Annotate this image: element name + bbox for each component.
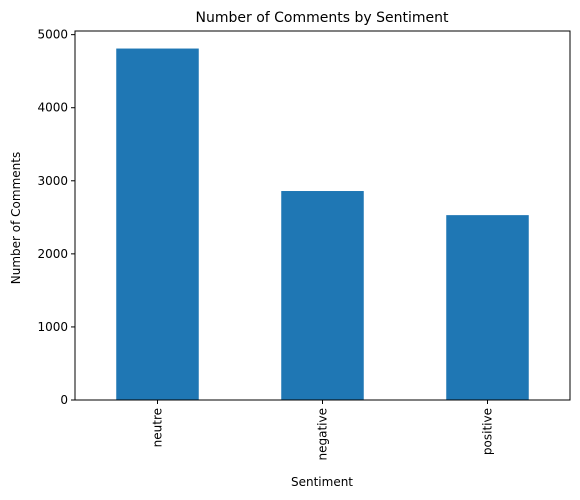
y-axis-ticks: 0 1000 2000 3000 4000 5000: [37, 28, 75, 407]
x-tick-label: neutre: [151, 408, 165, 447]
y-tick-label: 2000: [37, 247, 68, 261]
y-tick-label: 1000: [37, 320, 68, 334]
y-tick-label: 4000: [37, 101, 68, 115]
x-tick-label: negative: [316, 408, 330, 460]
bar-negative: [281, 191, 364, 400]
chart-title: Number of Comments by Sentiment: [196, 10, 449, 26]
bar-neutre: [116, 48, 199, 400]
y-axis-label: Number of Comments: [9, 152, 23, 284]
bars-layer: [116, 48, 529, 400]
plot-frame: [74, 30, 571, 401]
y-tick-label: 0: [60, 393, 68, 407]
bar-positive: [446, 215, 529, 400]
x-axis-label: Sentiment: [291, 475, 353, 489]
y-tick-label: 5000: [37, 28, 68, 42]
x-axis-ticks: neutre negative positive: [151, 400, 495, 460]
x-tick-label: positive: [481, 408, 495, 455]
y-tick-label: 3000: [37, 174, 68, 188]
